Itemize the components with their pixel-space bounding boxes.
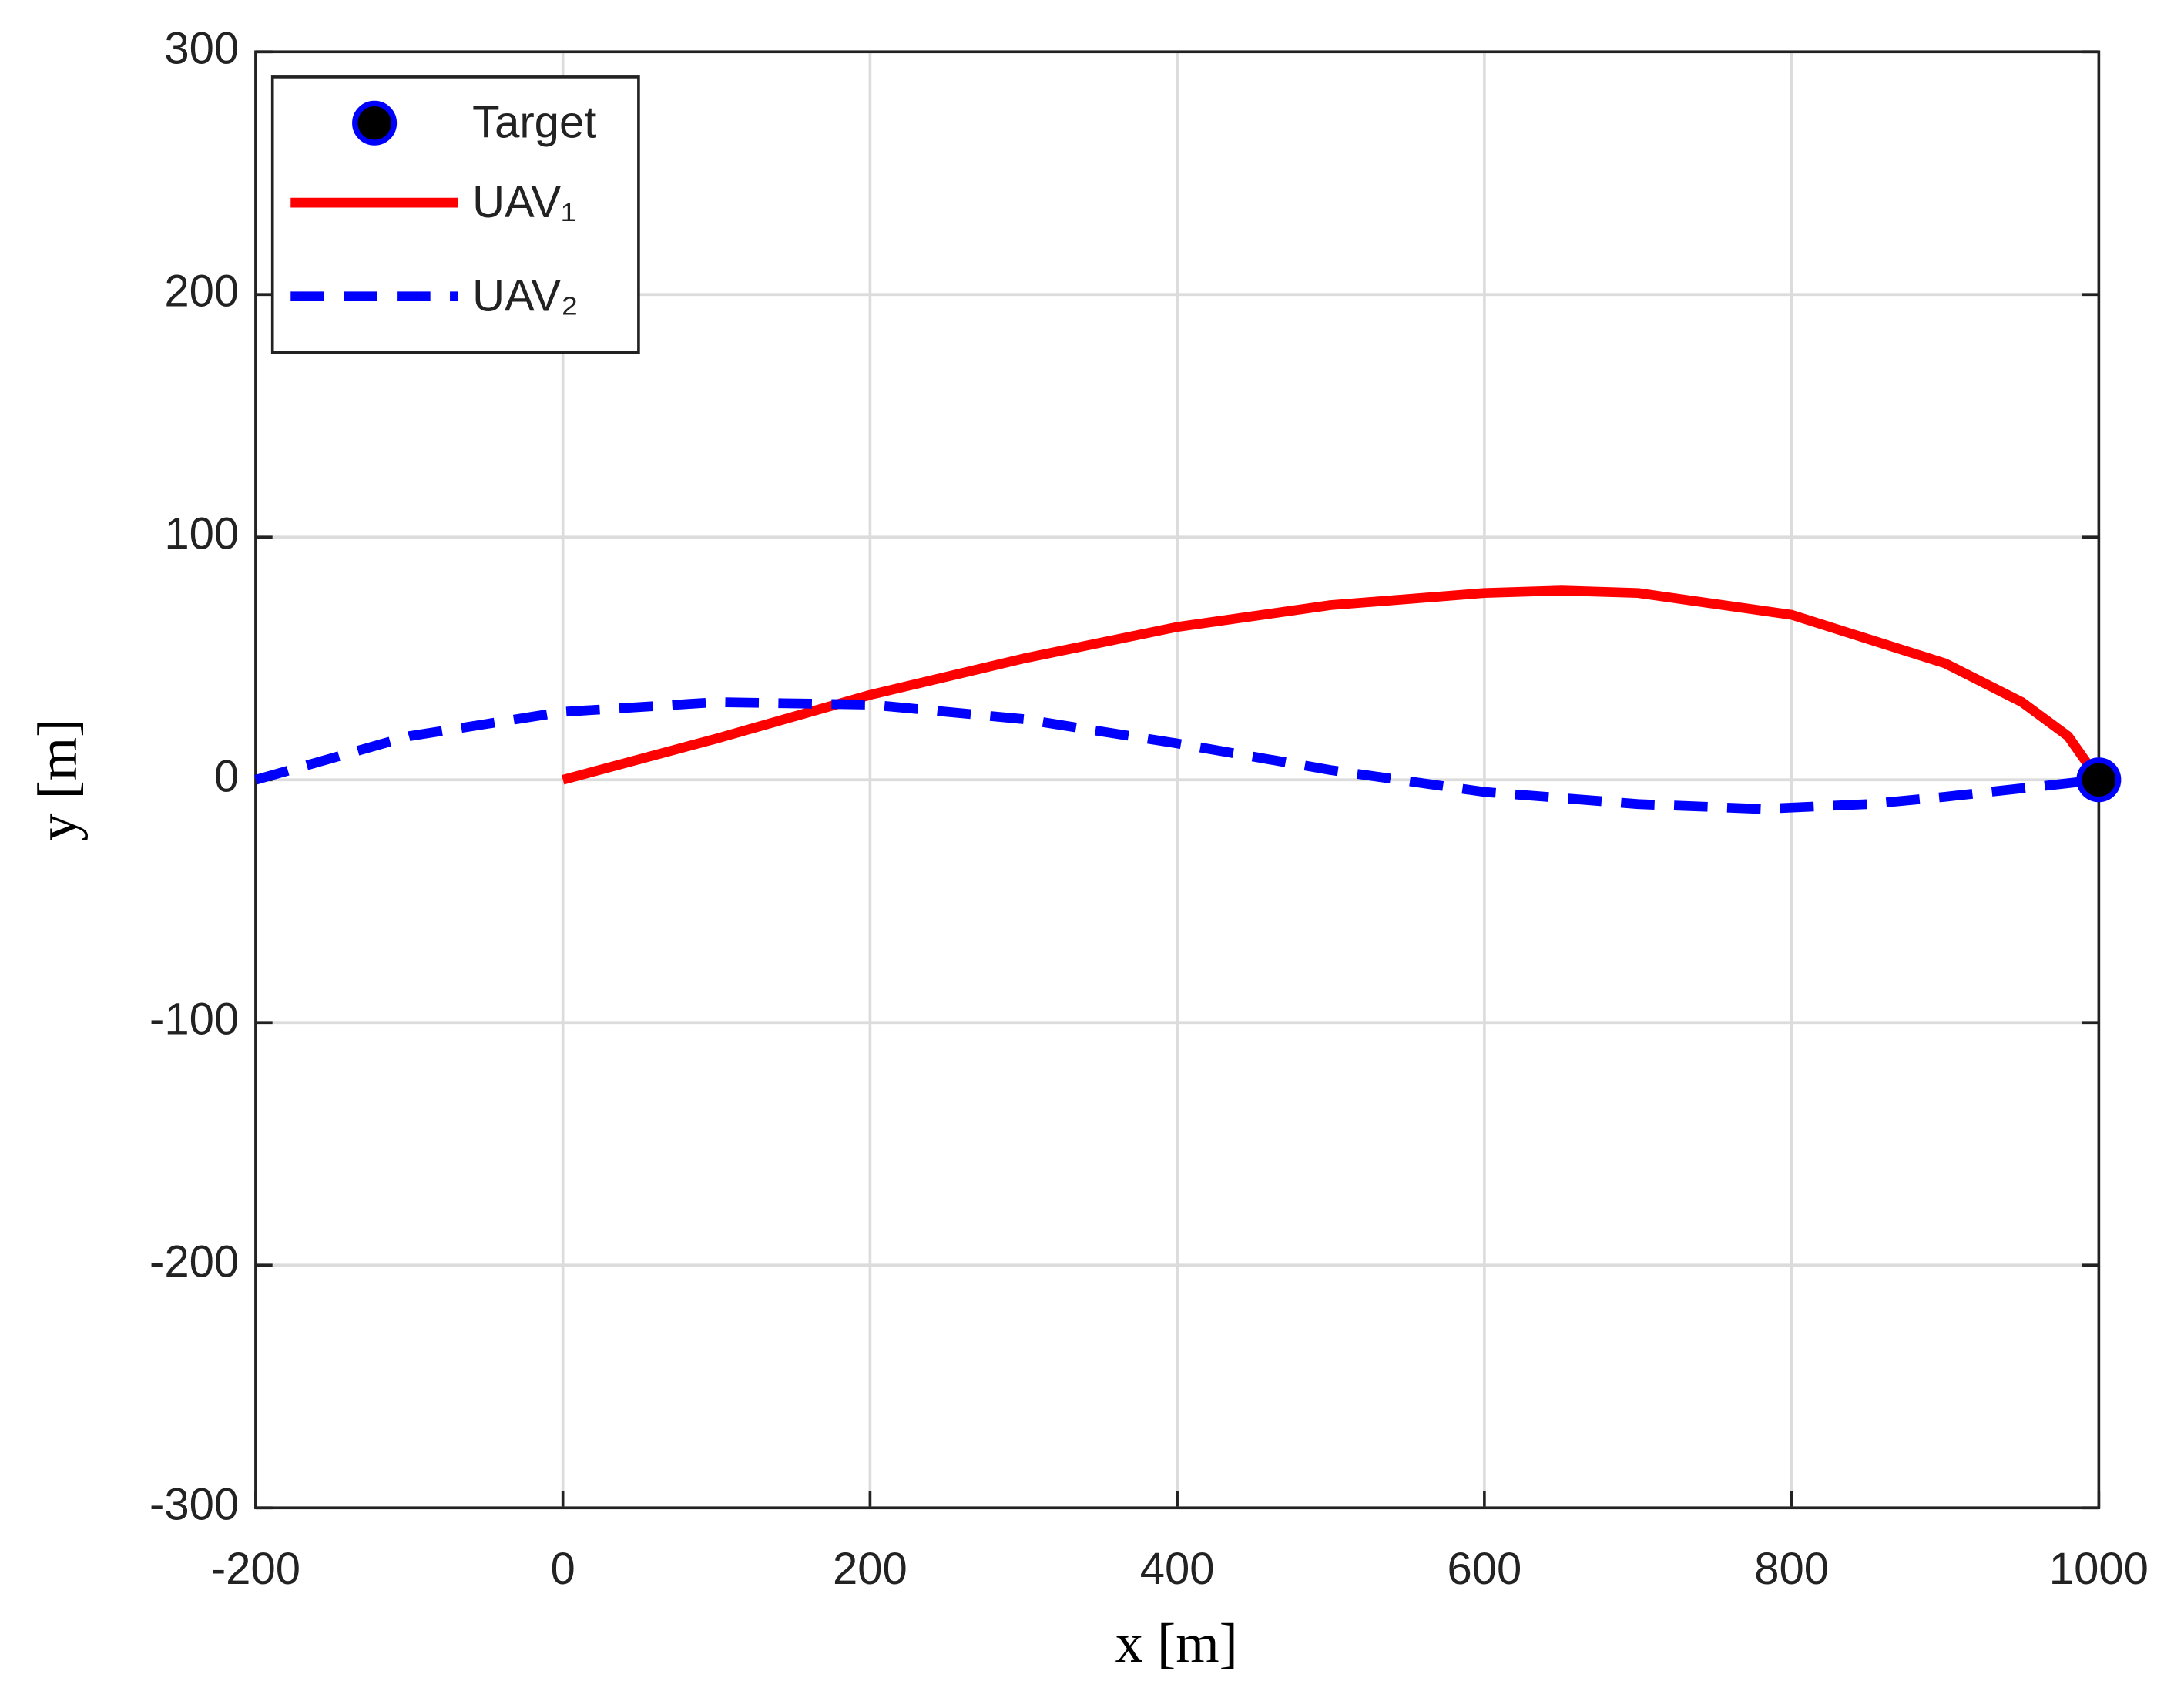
y-tick-label: 300 [164,24,239,74]
trajectory-line [562,585,2103,785]
x-tick-label: 200 [833,1544,907,1594]
legend-box [270,75,640,354]
target-marker [2076,757,2122,803]
x-tick-label: 600 [1447,1544,1521,1594]
legend-marker [352,100,398,146]
legend: Target UAV₁ UAV₂ [270,75,640,354]
x-axis-label: x [m] [1115,1612,1238,1674]
x-tick-label: 1000 [2049,1544,2149,1594]
trajectory-line [254,697,2100,814]
x-tick-label: 0 [551,1544,575,1594]
legend-label: Target [472,98,596,148]
y-tick-label: 200 [164,267,239,317]
y-axis-label: y [m] [25,719,88,841]
y-tick-label: -300 [149,1480,239,1530]
x-tick-label: 800 [1754,1544,1829,1594]
y-tick-label: -200 [149,1237,239,1287]
legend-label: UAV₂ [472,271,579,321]
x-tick-label: -200 [211,1544,300,1594]
y-tick-label: 100 [164,509,239,559]
legend-label: UAV₁ [472,177,576,227]
x-tick-label: 400 [1140,1544,1215,1594]
y-tick-label: 0 [214,752,239,802]
y-tick-label: -100 [149,995,239,1045]
